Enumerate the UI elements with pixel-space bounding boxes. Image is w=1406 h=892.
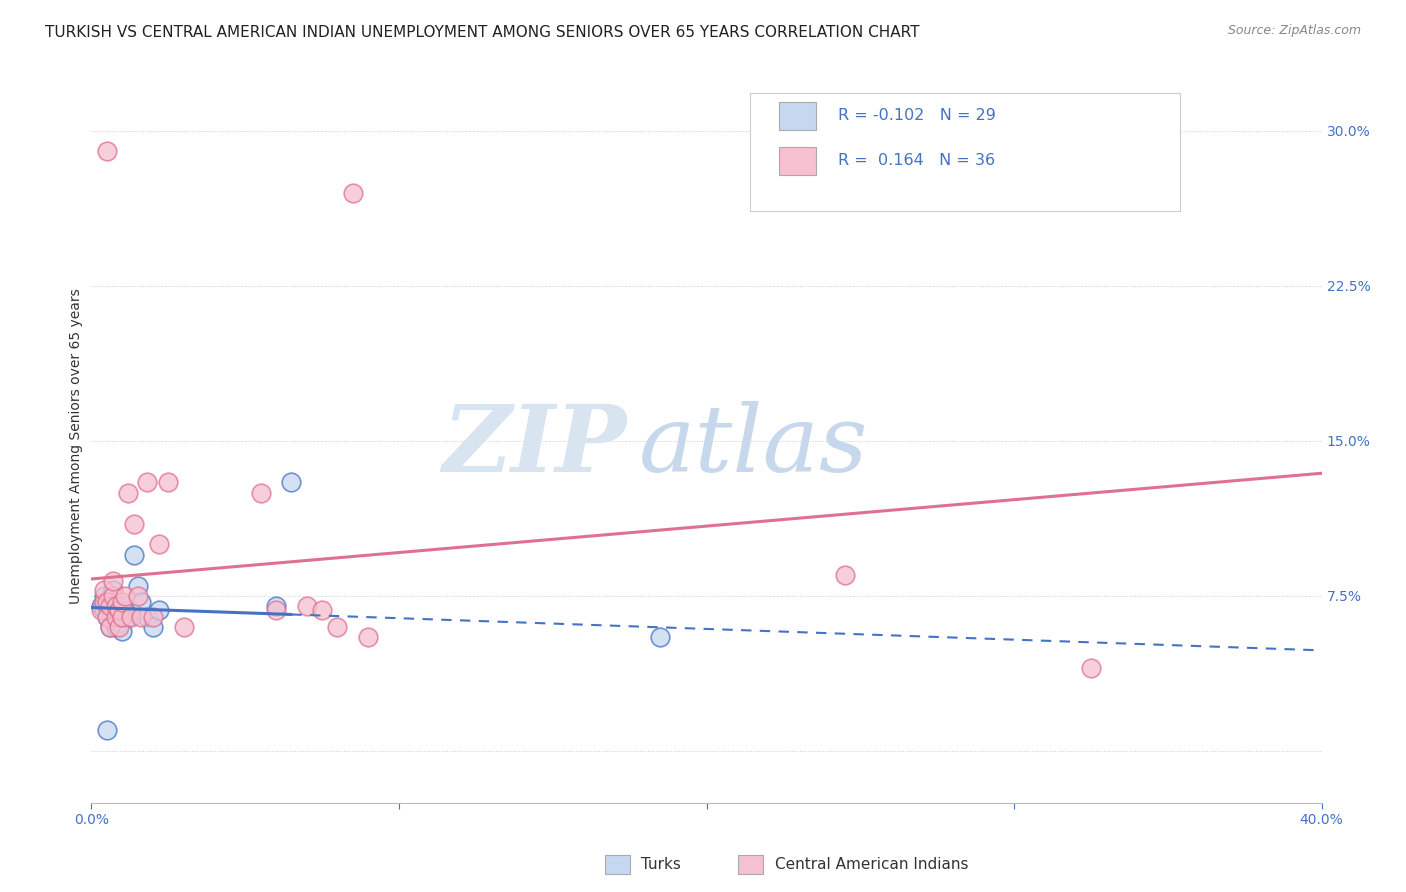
Point [142, 620, 165, 634]
Text: R = -0.102   N = 29: R = -0.102 N = 29 [838, 109, 995, 123]
Point [108, 615, 131, 630]
Point [127, 579, 149, 593]
Point [280, 475, 302, 490]
Point [157, 475, 180, 490]
Point [342, 186, 364, 200]
Point [148, 603, 170, 617]
Point [105, 599, 127, 614]
FancyBboxPatch shape [779, 102, 815, 130]
Point [117, 485, 139, 500]
Point [120, 603, 142, 617]
Point [111, 609, 134, 624]
Point [326, 620, 349, 634]
Point [98, 620, 121, 634]
Text: TURKISH VS CENTRAL AMERICAN INDIAN UNEMPLOYMENT AMONG SENIORS OVER 65 YEARS CORR: TURKISH VS CENTRAL AMERICAN INDIAN UNEMP… [45, 25, 920, 40]
Point [117, 609, 139, 624]
Point [90, 603, 112, 617]
Point [108, 620, 131, 634]
Point [111, 624, 134, 639]
Point [101, 595, 124, 609]
Point [120, 609, 142, 624]
Point [96, 595, 118, 609]
Point [98, 603, 121, 617]
Point [105, 599, 127, 614]
Text: atlas: atlas [638, 401, 869, 491]
Point [105, 609, 127, 624]
Point [96, 609, 118, 624]
Point [357, 630, 380, 644]
Point [311, 603, 333, 617]
Point [148, 537, 170, 551]
Text: ZIP: ZIP [443, 401, 627, 491]
Point [108, 603, 131, 617]
Point [111, 609, 134, 624]
Point [135, 609, 157, 624]
Text: Turks: Turks [641, 857, 681, 871]
Point [124, 548, 146, 562]
Point [93, 582, 115, 597]
Text: Source: ZipAtlas.com: Source: ZipAtlas.com [1227, 24, 1361, 37]
Point [105, 609, 127, 624]
Point [108, 603, 131, 617]
Point [124, 516, 146, 531]
Point [1080, 661, 1102, 675]
Point [96, 723, 118, 738]
Point [295, 599, 318, 614]
Point [264, 599, 287, 614]
Point [98, 620, 121, 634]
Point [173, 620, 195, 634]
Point [93, 589, 115, 603]
Point [98, 599, 121, 614]
Point [90, 599, 112, 614]
Point [650, 630, 672, 644]
Point [129, 609, 152, 624]
Point [101, 589, 124, 603]
Point [127, 589, 149, 603]
Point [249, 485, 271, 500]
Point [142, 609, 165, 624]
Point [111, 595, 134, 609]
Point [114, 589, 136, 603]
Point [96, 595, 118, 609]
Point [101, 574, 124, 589]
Point [93, 595, 115, 609]
Point [96, 145, 118, 159]
Point [834, 568, 856, 582]
Point [129, 595, 152, 609]
Text: Central American Indians: Central American Indians [775, 857, 969, 871]
Text: R =  0.164   N = 36: R = 0.164 N = 36 [838, 153, 995, 169]
Point [114, 599, 136, 614]
Point [96, 609, 118, 624]
Point [101, 582, 124, 597]
Point [105, 620, 127, 634]
Point [93, 603, 115, 617]
Point [135, 475, 157, 490]
Y-axis label: Unemployment Among Seniors over 65 years: Unemployment Among Seniors over 65 years [69, 288, 83, 604]
Point [264, 603, 287, 617]
FancyBboxPatch shape [779, 147, 815, 175]
FancyBboxPatch shape [749, 93, 1180, 211]
